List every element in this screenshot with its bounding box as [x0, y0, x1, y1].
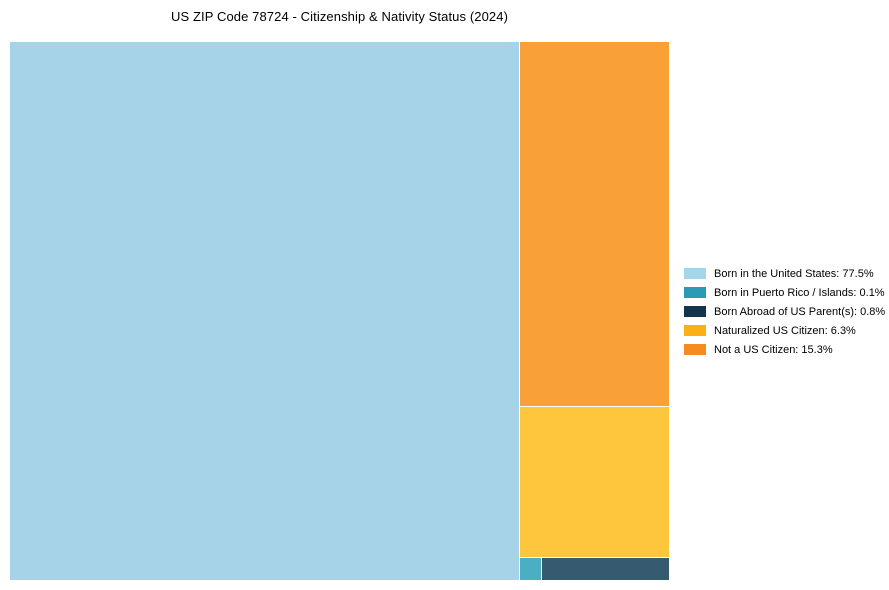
legend-item-0: Born in the United States: 77.5%: [684, 264, 885, 283]
legend-label: Naturalized US Citizen: 6.3%: [714, 324, 856, 337]
legend-label: Born Abroad of US Parent(s): 0.8%: [714, 305, 886, 318]
treemap-tile-4: [520, 42, 669, 406]
legend-swatch-icon: [684, 306, 706, 317]
chart-legend: Born in the United States: 77.5% Born in …: [684, 264, 885, 359]
legend-item-4: Not a US Citizen: 15.3%: [684, 340, 885, 359]
legend-swatch-icon: [684, 344, 706, 355]
legend-label: Not a US Citizen: 15.3%: [714, 343, 833, 356]
legend-item-2: Born Abroad of US Parent(s): 0.8%: [684, 302, 885, 321]
treemap-plot: [10, 42, 669, 580]
treemap-tile-3: [520, 407, 669, 557]
chart-title: US ZIP Code 78724 - Citizenship & Nativi…: [170, 9, 509, 24]
legend-item-1: Born in Puerto Rico / Islands: 0.1%: [684, 283, 885, 302]
treemap-tile-0: [10, 42, 519, 580]
legend-item-3: Naturalized US Citizen: 6.3%: [684, 321, 885, 340]
legend-swatch-icon: [684, 325, 706, 336]
legend-label: Born in Puerto Rico / Islands: 0.1%: [714, 286, 885, 299]
treemap-tile-1: [520, 558, 541, 580]
treemap-tile-2: [542, 558, 669, 580]
legend-swatch-icon: [684, 268, 706, 279]
legend-label: Born in the United States: 77.5%: [714, 267, 874, 280]
legend-swatch-icon: [684, 287, 706, 298]
